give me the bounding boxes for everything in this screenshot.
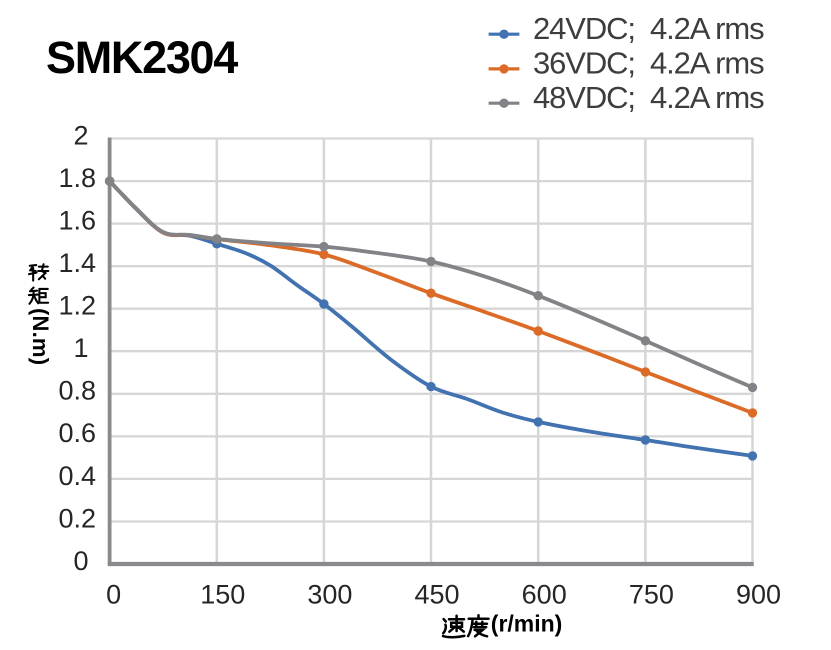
svg-text:1: 1: [73, 333, 88, 363]
svg-text:0.4: 0.4: [58, 461, 96, 491]
svg-text:48VDC; 4.2A rms: 48VDC; 4.2A rms: [533, 80, 764, 115]
svg-text:SMK2304: SMK2304: [46, 32, 238, 83]
svg-text:24VDC; 4.2A rms: 24VDC; 4.2A rms: [533, 11, 764, 46]
svg-text:1.2: 1.2: [58, 291, 96, 321]
svg-text:(N.m): (N.m): [28, 308, 53, 365]
svg-text:0: 0: [106, 580, 121, 610]
svg-text:300: 300: [307, 580, 352, 610]
svg-text:1.8: 1.8: [58, 163, 96, 193]
svg-text:150: 150: [200, 580, 245, 610]
svg-text:0.2: 0.2: [58, 503, 96, 533]
svg-text:0: 0: [73, 546, 88, 576]
svg-text:0.6: 0.6: [58, 418, 96, 448]
svg-text:36VDC; 4.2A rms: 36VDC; 4.2A rms: [533, 46, 764, 81]
svg-text:(r/min): (r/min): [491, 611, 563, 637]
svg-text:900: 900: [736, 580, 781, 610]
svg-text:450: 450: [414, 580, 459, 610]
svg-text:2: 2: [73, 120, 88, 150]
svg-text:0.8: 0.8: [58, 376, 96, 406]
svg-text:1.6: 1.6: [58, 206, 96, 236]
svg-text:1.4: 1.4: [58, 248, 96, 278]
svg-text:750: 750: [629, 580, 674, 610]
svg-text:600: 600: [522, 580, 567, 610]
